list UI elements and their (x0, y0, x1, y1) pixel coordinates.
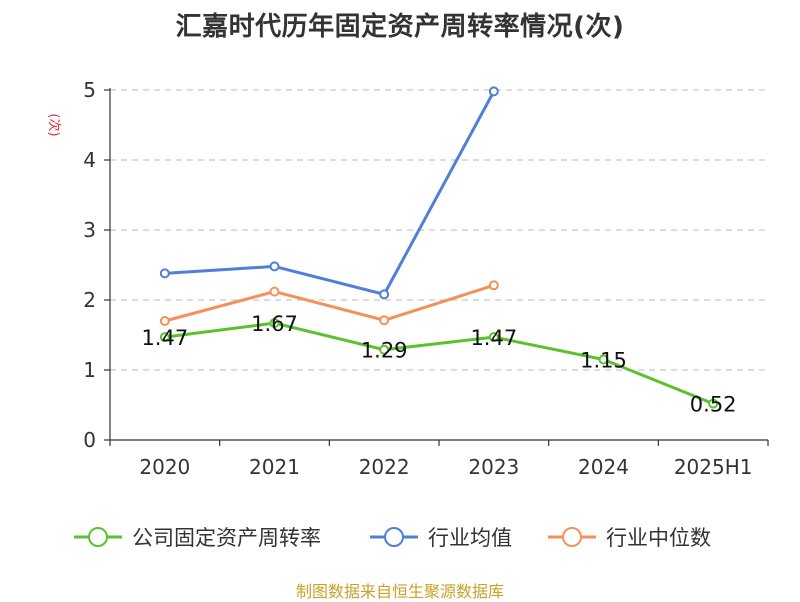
data-label: 1.29 (361, 339, 408, 363)
data-point (269, 286, 280, 297)
series-layer (159, 86, 719, 409)
source-note: 制图数据来自恒生聚源数据库 (295, 582, 504, 601)
data-point (379, 289, 390, 300)
series-line-1 (164, 90, 496, 296)
data-label: 1.47 (141, 326, 188, 350)
y-axis-unit-label: (次) (46, 113, 62, 136)
data-label: 0.52 (690, 393, 737, 417)
x-tick-label: 2025H1 (674, 455, 753, 479)
legend-marker-icon (562, 527, 582, 547)
y-tick-label: 5 (83, 78, 96, 102)
x-tick-label: 2022 (359, 455, 410, 479)
legend-item-1[interactable]: 行业均值 (370, 526, 512, 550)
legend: 公司固定资产周转率 行业均值 行业中位数 (74, 526, 711, 550)
data-point (488, 86, 499, 97)
legend-label: 行业中位数 (606, 526, 711, 550)
data-label: 1.47 (470, 326, 517, 350)
x-tick-label: 2020 (139, 455, 190, 479)
legend-label: 公司固定资产周转率 (132, 526, 321, 550)
x-tick-label: 2021 (249, 455, 300, 479)
y-tick-label: 1 (83, 358, 96, 382)
x-tick-label: 2024 (578, 455, 629, 479)
y-tick-label: 0 (83, 428, 96, 452)
y-tick-label: 2 (83, 288, 96, 312)
legend-item-2[interactable]: 行业中位数 (548, 526, 711, 550)
data-point (159, 268, 170, 279)
data-point (488, 280, 499, 291)
x-tick-label: 2023 (468, 455, 519, 479)
grid-lines (110, 89, 768, 371)
data-point (269, 261, 280, 272)
data-label: 1.67 (251, 312, 298, 336)
legend-marker-icon (384, 527, 404, 547)
legend-label: 行业均值 (428, 526, 512, 550)
y-tick-label: 3 (83, 218, 96, 242)
legend-item-0[interactable]: 公司固定资产周转率 (74, 526, 321, 550)
data-point (708, 398, 719, 409)
data-point (598, 354, 609, 365)
series-line-0 (164, 321, 714, 405)
data-point (269, 318, 280, 329)
y-tick-label: 4 (83, 148, 96, 172)
data-point (379, 344, 390, 355)
data-label: 1.15 (580, 349, 627, 373)
legend-marker-icon (88, 527, 108, 547)
data-point (159, 316, 170, 326)
axes: 0 1 2 3 4 5 2020 2021 2022 2023 2024 2025H1 (次) (46, 78, 769, 479)
data-point (488, 332, 499, 343)
data-point (379, 315, 390, 326)
chart-title: 汇嘉时代历年固定资产周转率情况(次) (175, 12, 625, 42)
series-line-2 (164, 283, 495, 323)
data-labels: 1.47 1.67 1.29 1.47 1.15 0.52 (141, 312, 736, 417)
data-point (159, 332, 170, 343)
